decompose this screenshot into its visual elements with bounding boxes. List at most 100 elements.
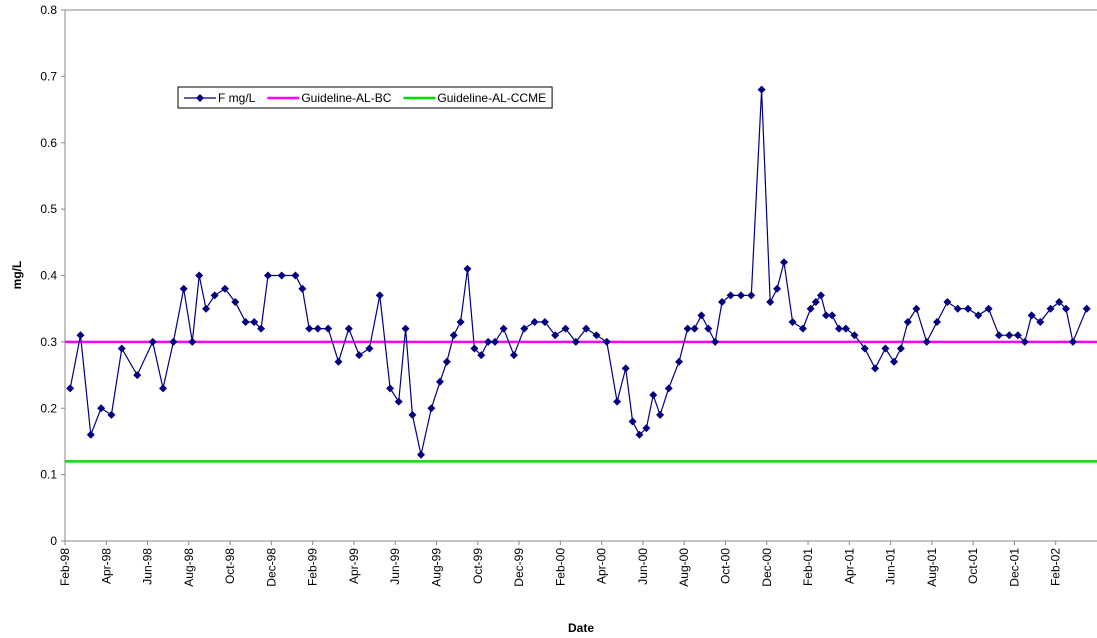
x-tick-label: Aug-98 <box>182 548 196 587</box>
data-point <box>953 304 962 313</box>
data-point <box>1062 304 1071 313</box>
data-point <box>210 291 219 300</box>
x-tick-label: Jun-98 <box>141 548 155 585</box>
data-point <box>773 284 782 293</box>
data-point <box>477 351 486 360</box>
data-point <box>903 317 912 326</box>
x-tick-label: Oct-99 <box>471 548 485 584</box>
data-point <box>449 331 458 340</box>
data-point <box>220 284 229 293</box>
data-point <box>635 430 644 439</box>
legend-label: Guideline-AL-CCME <box>437 91 546 105</box>
y-tick-label: 0.8 <box>40 3 57 17</box>
data-point <box>277 271 286 280</box>
data-point <box>1046 304 1055 313</box>
data-point <box>263 271 272 280</box>
data-point <box>1068 337 1077 346</box>
data-point <box>375 291 384 300</box>
data-point <box>649 390 658 399</box>
data-point <box>922 337 931 346</box>
x-tick-label: Jun-99 <box>388 548 402 585</box>
data-point <box>1055 298 1064 307</box>
data-point <box>592 331 601 340</box>
data-point <box>169 337 178 346</box>
data-point <box>355 351 364 360</box>
y-tick-label: 0.3 <box>40 335 57 349</box>
data-point <box>305 324 314 333</box>
x-tick-label: Apr-99 <box>347 548 361 584</box>
x-tick-label: Oct-00 <box>718 548 732 584</box>
data-point <box>298 284 307 293</box>
x-tick-label: Aug-01 <box>925 548 939 587</box>
data-point <box>386 384 395 393</box>
legend: F mg/L Guideline-AL-BC Guideline-AL-CCME <box>177 86 553 109</box>
data-point <box>97 404 106 413</box>
legend-label: Guideline-AL-BC <box>301 91 391 105</box>
data-point <box>984 304 993 313</box>
data-point <box>628 417 637 426</box>
x-tick-label: Feb-00 <box>553 548 567 586</box>
data-point <box>66 384 75 393</box>
data-point <box>313 324 322 333</box>
x-tick-label: Dec-98 <box>264 548 278 587</box>
data-point <box>704 324 713 333</box>
data-point <box>442 357 451 366</box>
data-point <box>711 337 720 346</box>
data-point <box>499 324 508 333</box>
data-point <box>994 331 1003 340</box>
data-point <box>470 344 479 353</box>
x-tick-label: Jun-00 <box>636 548 650 585</box>
y-tick-label: 0.6 <box>40 136 57 150</box>
data-point <box>417 450 426 459</box>
data-point <box>188 337 197 346</box>
x-tick-label: Apr-98 <box>99 548 113 584</box>
data-point <box>344 324 353 333</box>
data-point <box>841 324 850 333</box>
data-point <box>571 337 580 346</box>
data-point <box>964 304 972 313</box>
data-point <box>860 344 869 353</box>
data-point <box>334 357 343 366</box>
data-point <box>757 85 766 94</box>
data-point <box>896 344 905 353</box>
x-tick-label: Dec-99 <box>512 548 526 587</box>
data-point <box>179 284 188 293</box>
data-point <box>1013 331 1022 340</box>
data-point <box>1020 337 1029 346</box>
x-tick-label: Oct-98 <box>223 548 237 584</box>
data-point <box>881 344 890 353</box>
data-point <box>195 271 204 280</box>
x-tick-label: Dec-00 <box>760 548 774 587</box>
data-point <box>788 317 797 326</box>
data-point <box>107 410 116 419</box>
data-point <box>159 384 168 393</box>
data-point <box>530 317 539 326</box>
data-point <box>683 324 692 333</box>
data-point <box>690 324 699 333</box>
data-point <box>806 304 815 313</box>
data-point <box>491 337 499 346</box>
data-point <box>427 404 436 413</box>
data-point <box>890 357 899 366</box>
data-point <box>484 337 493 346</box>
x-tick-label: Oct-01 <box>966 548 980 584</box>
legend-label: F mg/L <box>218 91 256 105</box>
data-point <box>76 331 85 340</box>
data-point <box>816 291 825 300</box>
x-tick-label: Aug-99 <box>430 548 444 587</box>
data-point <box>86 430 95 439</box>
data-point <box>798 324 807 333</box>
data-point <box>463 264 472 273</box>
data-point <box>1027 311 1036 320</box>
x-tick-label: Feb-98 <box>58 548 72 586</box>
y-tick-label: 0 <box>50 534 57 548</box>
y-tick-label: 0.7 <box>40 69 57 83</box>
data-point <box>850 331 859 340</box>
data-point <box>871 364 880 373</box>
data-point <box>811 298 820 307</box>
data-point <box>656 410 665 419</box>
data-point <box>540 317 549 326</box>
data-point <box>401 324 410 333</box>
data-point <box>747 291 756 300</box>
data-point <box>1005 331 1014 340</box>
